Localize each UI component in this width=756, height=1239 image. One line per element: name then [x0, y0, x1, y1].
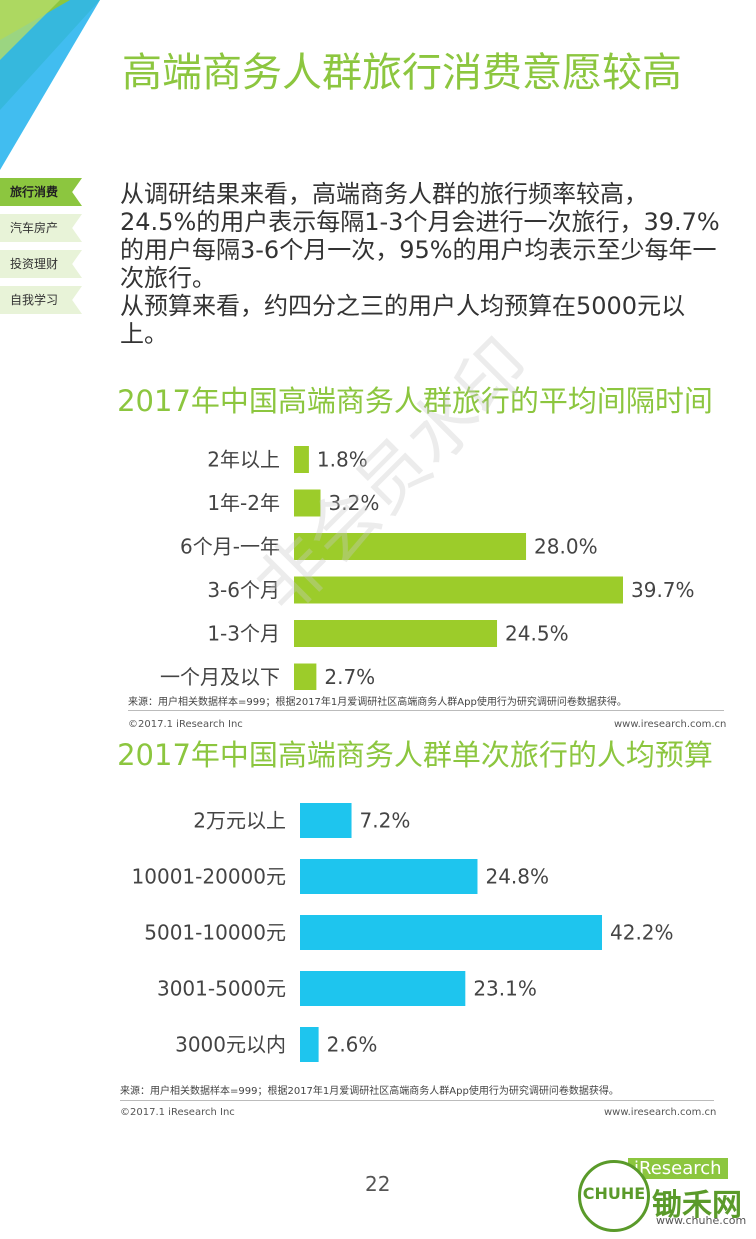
site-name: 锄禾网: [652, 1188, 742, 1223]
value-label: 39.7%: [631, 578, 695, 602]
value-label: 3.2%: [329, 491, 380, 515]
chart2-title: 2017年中国高端商务人群单次旅行的人均预算: [117, 738, 713, 772]
bar: [294, 663, 317, 690]
bar: [300, 915, 602, 950]
chart2-budget: 2万元以上 7.2% 10001-20000元 24.8% 5001-10000元 42.…: [132, 803, 674, 1062]
side-tab-travel[interactable]: 旅行消费: [0, 178, 82, 206]
category-label: 3001-5000元: [157, 977, 286, 1001]
body-paragraph-2: 从预算来看，约四分之三的用户人均预算在5000元以上。: [120, 292, 686, 348]
bar: [294, 446, 309, 473]
chart1-url: www.iresearch.com.cn: [614, 719, 727, 730]
category-label: 3-6个月: [207, 578, 280, 602]
chart2-divider: [120, 1100, 714, 1101]
chart2-url: www.iresearch.com.cn: [604, 1107, 717, 1118]
category-label: 3000元以内: [175, 1033, 286, 1057]
category-label: 10001-20000元: [132, 865, 286, 889]
category-label: 一个月及以下: [160, 665, 280, 689]
chart2-copyright: ©2017.1 iResearch Inc: [120, 1107, 235, 1118]
chart1-divider: [128, 710, 724, 711]
side-tab-investment[interactable]: 投资理财: [0, 250, 82, 278]
chart1-copyright: ©2017.1 iResearch Inc: [128, 719, 243, 730]
category-label: 2年以上: [207, 448, 280, 472]
category-label: 1-3个月: [207, 622, 280, 646]
category-label: 6个月-一年: [180, 535, 280, 559]
bar: [294, 533, 527, 560]
bar: [300, 803, 352, 838]
bar: [300, 859, 478, 894]
page-title: 高端商务人群旅行消费意愿较高: [122, 50, 682, 96]
value-label: 2.6%: [327, 1033, 378, 1057]
value-label: 24.8%: [485, 865, 549, 889]
body-text: 从调研结果来看，高端商务人群的旅行频率较高，24.5%的用户表示每隔1-3个月会…: [120, 180, 720, 348]
side-tab-self-learning[interactable]: 自我学习: [0, 286, 82, 314]
page-number: 22: [365, 1172, 391, 1196]
bar: [300, 1027, 319, 1062]
bar: [294, 489, 321, 517]
site-url: www.chuhe.com: [656, 1214, 747, 1227]
value-label: 28.0%: [534, 535, 598, 559]
corner-decoration: [0, 0, 100, 170]
value-label: 7.2%: [360, 809, 411, 833]
category-label: 1年-2年: [207, 491, 280, 515]
value-label: 23.1%: [473, 977, 537, 1001]
body-paragraph-1: 从调研结果来看，高端商务人群的旅行频率较高，24.5%的用户表示每隔1-3个月会…: [120, 180, 720, 292]
chart1-title: 2017年中国高端商务人群旅行的平均间隔时间: [117, 384, 713, 418]
side-tab-car-house[interactable]: 汽车房产: [0, 214, 82, 242]
value-label: 1.8%: [317, 448, 368, 472]
chart1-source: 来源：用户相关数据样本=999；根据2017年1月爱调研社区高端商务人群App使…: [128, 697, 627, 708]
iresearch-logo: iResearch: [628, 1158, 728, 1179]
bar: [294, 576, 623, 604]
chart2-source: 来源：用户相关数据样本=999；根据2017年1月爱调研社区高端商务人群App使…: [120, 1086, 619, 1097]
chart1-interval: 2年以上 1.8% 1年-2年 3.2% 6个月-一年 28.0% 3-6个月 39.7% 1-…: [160, 446, 695, 690]
bar: [300, 971, 466, 1006]
category-label: 2万元以上: [193, 809, 286, 833]
value-label: 24.5%: [505, 622, 569, 646]
chuhe-seal-logo: CHUHE: [578, 1160, 650, 1232]
category-label: 5001-10000元: [144, 921, 286, 945]
value-label: 42.2%: [610, 921, 674, 945]
bar: [294, 620, 498, 647]
value-label: 2.7%: [324, 665, 375, 689]
